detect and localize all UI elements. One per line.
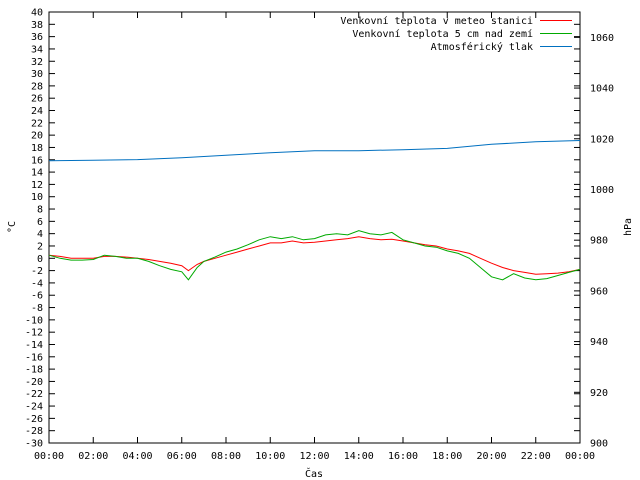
x-tick-label: 06:00: [167, 451, 197, 462]
x-axis: 00:00 02:00 04:00 06:00 08:00 10:00 12:00 14:00…: [34, 12, 595, 462]
y-left-tick-label: -2: [31, 266, 43, 277]
y-left-tick-label: 30: [31, 69, 43, 80]
y-left-tick-label: -30: [25, 439, 43, 450]
plot-frame: [48, 11, 581, 444]
y-left-tick-label: -10: [25, 315, 43, 326]
y-left-tick-label: -8: [31, 303, 43, 314]
y-left-tick-label: 16: [31, 155, 43, 166]
y-left-tick-label: 40: [31, 8, 43, 19]
y-left-tick-label: 34: [31, 44, 43, 55]
y-left-tick-label: -12: [25, 328, 43, 339]
x-tick-label: 00:00: [565, 451, 595, 462]
y-axis-left: -30-28-26-24-22-20-18-16-14-12-10-8-6-4-…: [25, 8, 580, 450]
x-tick-label: 12:00: [299, 451, 329, 462]
y-left-tick-label: 22: [31, 118, 43, 129]
y-left-tick-label: 0: [37, 254, 43, 265]
y-left-tick-label: 8: [37, 205, 43, 216]
y-left-tick-label: -14: [25, 340, 43, 351]
y-axis-right: 900 920 940 960 980 1000 1020 1040 1060: [574, 33, 614, 450]
y-axis-left-label: °C: [7, 221, 18, 233]
y-left-tick-label: -20: [25, 377, 43, 388]
y-right-tick-label: 1060: [590, 33, 614, 44]
y-right-tick-label: 1020: [590, 134, 614, 145]
y-right-tick-label: 960: [590, 286, 608, 297]
y-left-tick-label: 12: [31, 180, 43, 191]
y-left-tick-label: 38: [31, 20, 43, 31]
y-left-tick-label: 24: [31, 106, 43, 117]
y-left-tick-label: 2: [37, 241, 43, 252]
y-right-tick-label: 940: [590, 337, 608, 348]
y-left-tick-label: 26: [31, 94, 43, 105]
y-left-tick-label: 10: [31, 192, 43, 203]
y-left-tick-label: -6: [31, 291, 43, 302]
y-left-tick-label: 14: [31, 168, 43, 179]
x-tick-label: 04:00: [122, 451, 152, 462]
y-left-tick-label: -16: [25, 352, 43, 363]
x-tick-label: 02:00: [78, 451, 108, 462]
x-tick-label: 08:00: [211, 451, 241, 462]
y-left-tick-label: 6: [37, 217, 43, 228]
y-axis-right-label: hPa: [623, 218, 634, 236]
x-tick-label: 00:00: [34, 451, 64, 462]
x-tick-label: 20:00: [476, 451, 506, 462]
legend: Venkovní teplota v meteo staniciVenkovní…: [340, 15, 572, 53]
y-left-tick-label: -28: [25, 426, 43, 437]
y-right-tick-label: 1040: [590, 84, 614, 95]
y-left-tick-label: 20: [31, 131, 43, 142]
y-right-tick-label: 900: [590, 439, 608, 450]
y-left-tick-label: 18: [31, 143, 43, 154]
y-left-tick-label: -22: [25, 389, 43, 400]
x-tick-label: 14:00: [344, 451, 374, 462]
series-line-2: [48, 230, 581, 281]
series-line-3: [48, 140, 581, 162]
y-left-tick-label: -26: [25, 414, 43, 425]
y-right-tick-label: 1000: [590, 185, 614, 196]
x-tick-label: 22:00: [521, 451, 551, 462]
legend-label: Venkovní teplota 5 cm nad zemí: [352, 28, 533, 40]
y-left-tick-label: -4: [31, 278, 43, 289]
y-left-tick-label: 36: [31, 32, 43, 43]
y-left-tick-label: -18: [25, 365, 43, 376]
series-layer: [48, 140, 581, 281]
x-tick-label: 16:00: [388, 451, 418, 462]
x-tick-label: 10:00: [255, 451, 285, 462]
y-left-tick-label: 28: [31, 81, 43, 92]
series-line-1: [48, 236, 581, 275]
y-right-tick-label: 920: [590, 388, 608, 399]
y-left-tick-label: 4: [37, 229, 43, 240]
x-axis-label: Čas: [305, 467, 323, 480]
y-left-tick-label: -24: [25, 402, 43, 413]
x-tick-label: 18:00: [432, 451, 462, 462]
legend-label: Venkovní teplota v meteo stanici: [340, 15, 533, 27]
legend-label: Atmosférický tlak: [431, 41, 533, 53]
y-right-tick-label: 980: [590, 236, 608, 247]
y-left-tick-label: 32: [31, 57, 43, 68]
